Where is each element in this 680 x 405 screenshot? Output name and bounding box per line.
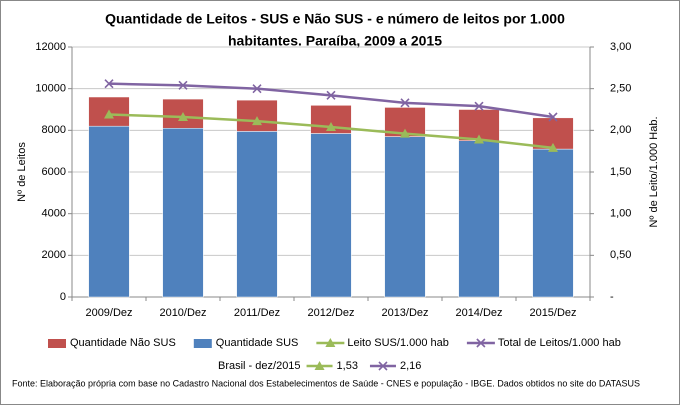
source-note: Fonte: Elaboração própria com base no Ca… [12,378,640,388]
chart-title: habitantes. Paraíba, 2009 a 2015 [228,33,442,49]
x-tick-label: 2009/Dez [85,307,132,319]
y-tick-label: 4000 [42,208,66,220]
bar [458,140,500,298]
y-tick-label: 12000 [35,41,66,53]
x-tick-label: 2014/Dez [455,307,502,319]
bar [236,131,278,298]
y-tick-label: 6000 [42,166,66,178]
line-marker [104,109,114,119]
reference-value: 1,53 [337,360,358,372]
y2-tick-label: 2,00 [610,124,631,136]
line-marker [252,84,262,94]
y-axis-label: Nº de Leitos [16,142,28,202]
line-marker [548,112,558,122]
reference-marker [314,361,325,370]
legend-label: Quantidade Não SUS [70,337,176,349]
legend-label: Quantidade SUS [216,337,299,349]
bar [532,148,574,298]
reference-value: 2,16 [400,360,421,372]
legend-swatch [193,339,212,348]
bar [162,128,204,298]
x-tick-label: 2010/Dez [159,307,206,319]
line-marker [178,80,188,90]
line-marker [178,112,188,121]
bar [310,133,352,298]
line-marker [400,128,410,138]
y2-tick-label: - [610,291,614,303]
y-tick-label: 10000 [35,83,66,95]
line-marker [104,79,114,89]
chart-title: Quantidade de Leitos - SUS e Não SUS - e… [105,11,565,27]
y2-tick-label: 1,00 [610,208,631,220]
bar [236,99,278,132]
x-tick-label: 2015/Dez [529,307,576,319]
legend-marker [325,338,336,347]
legend-label: Leito SUS/1.000 hab [347,337,449,349]
legend-marker [476,338,486,348]
y-tick-label: 0 [60,291,66,303]
y2-tick-label: 1,50 [610,166,631,178]
y-tick-label: 2000 [42,249,66,261]
line-marker [252,116,262,126]
reference-label: Brasil - dez/2015 [218,360,301,372]
y-tick-label: 8000 [42,124,66,136]
y2-tick-label: 3,00 [610,41,631,53]
x-tick-label: 2013/Dez [381,307,428,319]
line-marker [400,98,410,108]
y2-tick-label: 2,50 [610,83,631,95]
legend-swatch [48,339,66,348]
line-marker [474,134,484,144]
line-marker [326,122,336,131]
reference-marker [378,361,388,371]
line-marker [548,142,558,152]
y2-axis-label: Nº de Leito/1.000 Hab. [648,116,660,227]
legend-label: Total de Leitos/1.000 hab [498,337,621,349]
bar [384,136,426,298]
y2-tick-label: 0,50 [610,249,631,261]
x-tick-label: 2012/Dez [307,307,354,319]
line-marker [326,90,336,100]
bar [88,125,130,298]
x-tick-label: 2011/Dez [234,307,280,319]
line-marker [474,101,484,111]
